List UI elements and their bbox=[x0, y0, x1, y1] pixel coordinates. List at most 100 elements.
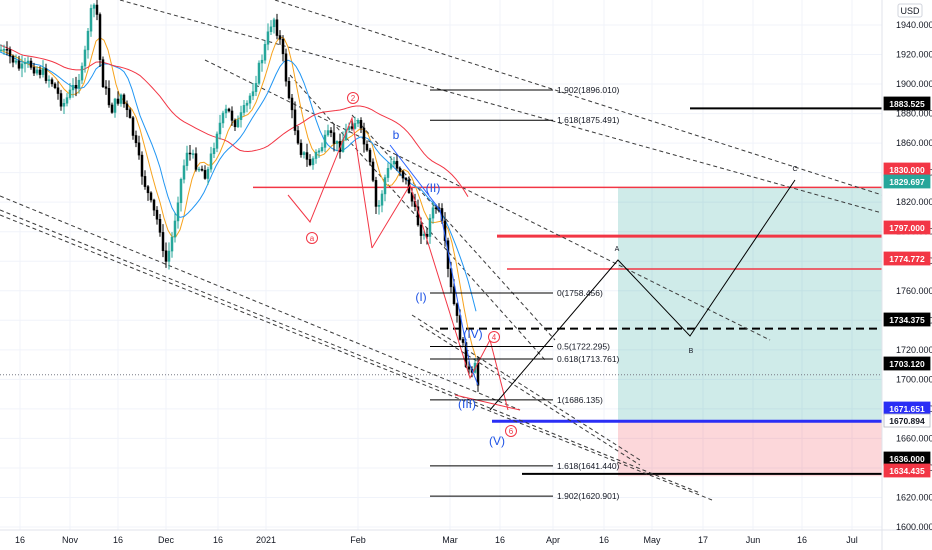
wave-label: 6 bbox=[509, 427, 514, 436]
channel-line bbox=[411, 314, 641, 461]
candle-body bbox=[245, 102, 249, 106]
candle-body bbox=[287, 81, 291, 99]
price-tag: 1774.772 bbox=[889, 254, 925, 264]
candle-body bbox=[77, 79, 81, 89]
candle-body bbox=[455, 303, 459, 316]
ma-long bbox=[0, 44, 469, 197]
wave-circle bbox=[505, 425, 517, 437]
candle-body bbox=[149, 192, 153, 201]
time-tick-label: 16 bbox=[495, 535, 505, 545]
candle-body bbox=[290, 97, 294, 111]
wave-circle bbox=[306, 232, 318, 244]
price-tag-bg bbox=[883, 356, 931, 371]
candle-body bbox=[281, 39, 285, 55]
candle-body bbox=[371, 161, 375, 181]
candle-body bbox=[17, 60, 21, 69]
time-tick-label: 16 bbox=[599, 535, 609, 545]
wave-label: (IV) bbox=[463, 327, 482, 341]
candle-body bbox=[350, 126, 354, 129]
channel-line bbox=[274, 0, 883, 196]
fib-label: 1.902(1896.010) bbox=[557, 85, 620, 95]
candle-body bbox=[368, 149, 372, 163]
candle-body bbox=[188, 152, 192, 155]
time-axis[interactable]: 16 Nov 16 Dec 16 2021 Feb Mar 16 Apr 16 May 17 Jun 16 J… bbox=[15, 535, 858, 545]
candle-body bbox=[194, 153, 198, 170]
candle-body bbox=[269, 26, 273, 32]
candle-body bbox=[242, 105, 246, 113]
channel-line bbox=[0, 214, 713, 501]
price-tick-label: 1820.000 bbox=[896, 197, 932, 207]
wave-end bbox=[454, 394, 521, 411]
time-tick-label: Mar bbox=[442, 535, 458, 545]
candle-body bbox=[158, 219, 162, 233]
time-tick-label: Jun bbox=[746, 535, 761, 545]
candle-body bbox=[176, 202, 180, 222]
candle-body bbox=[251, 91, 255, 97]
candle-body bbox=[98, 14, 102, 60]
wave-label: B bbox=[689, 348, 694, 355]
candle-body bbox=[275, 19, 279, 36]
candle-body bbox=[146, 186, 150, 194]
candle-body bbox=[104, 86, 108, 89]
time-tick-label: 17 bbox=[698, 535, 708, 545]
time-tick-label: 16 bbox=[15, 535, 25, 545]
candle-body bbox=[326, 130, 330, 136]
candle-body bbox=[296, 130, 300, 144]
candle-body bbox=[302, 152, 306, 155]
candle-body bbox=[230, 110, 234, 121]
candle-body bbox=[140, 154, 144, 177]
candle-body bbox=[125, 103, 129, 111]
candle-body bbox=[41, 68, 45, 75]
position-zones bbox=[618, 187, 882, 477]
candle-body bbox=[14, 60, 18, 63]
candle-body bbox=[212, 148, 216, 155]
wave-red-1 bbox=[287, 116, 373, 249]
candle-body bbox=[332, 132, 336, 144]
candle-body bbox=[107, 88, 111, 106]
candle-body bbox=[38, 69, 42, 75]
candle-body bbox=[53, 83, 57, 88]
time-tick-label: Apr bbox=[546, 535, 560, 545]
candle-body bbox=[356, 120, 360, 124]
candle-body bbox=[314, 151, 318, 159]
candle-body bbox=[11, 55, 15, 63]
candle-body bbox=[236, 119, 240, 128]
fib-label: 1.902(1620.901) bbox=[557, 491, 620, 501]
candle-body bbox=[164, 250, 168, 262]
candle-body bbox=[197, 168, 201, 171]
candle-body bbox=[419, 224, 423, 236]
candle-body bbox=[308, 159, 312, 166]
candle-body bbox=[431, 207, 435, 219]
candle-body bbox=[95, 4, 99, 15]
wave-blue bbox=[389, 144, 479, 386]
candles bbox=[0, 0, 480, 392]
candle-body bbox=[206, 168, 210, 179]
candle-body bbox=[320, 147, 324, 152]
currency-label: USD bbox=[897, 3, 923, 18]
price-tick-label: 1900.000 bbox=[896, 79, 932, 89]
candle-body bbox=[155, 209, 159, 220]
fib-label: 1.618(1875.491) bbox=[557, 115, 620, 125]
candle-body bbox=[44, 68, 48, 81]
price-tags: 1883.525 1830.000 1829.697 1797.000 1774.772… bbox=[883, 96, 931, 478]
wave-label: C bbox=[792, 166, 797, 173]
price-tick-label: 1620.000 bbox=[896, 492, 932, 502]
wave-lines bbox=[287, 116, 796, 411]
candle-body bbox=[353, 123, 357, 129]
candle-body bbox=[113, 98, 117, 113]
candle-body bbox=[5, 49, 9, 51]
price-tag-bg bbox=[883, 174, 931, 189]
candle-body bbox=[335, 141, 339, 144]
candle-body bbox=[122, 94, 126, 105]
channel-line bbox=[0, 195, 521, 411]
candle-body bbox=[137, 142, 141, 156]
candle-body bbox=[293, 109, 297, 131]
time-tick-label: Jul bbox=[846, 535, 858, 545]
price-tag: 1636.000 bbox=[889, 454, 925, 464]
price-tick-label: 1700.000 bbox=[896, 374, 932, 384]
candle-body bbox=[65, 97, 69, 104]
price-tag: 1830.000 bbox=[889, 165, 925, 175]
candle-body bbox=[59, 93, 63, 107]
candle-body bbox=[182, 165, 186, 180]
